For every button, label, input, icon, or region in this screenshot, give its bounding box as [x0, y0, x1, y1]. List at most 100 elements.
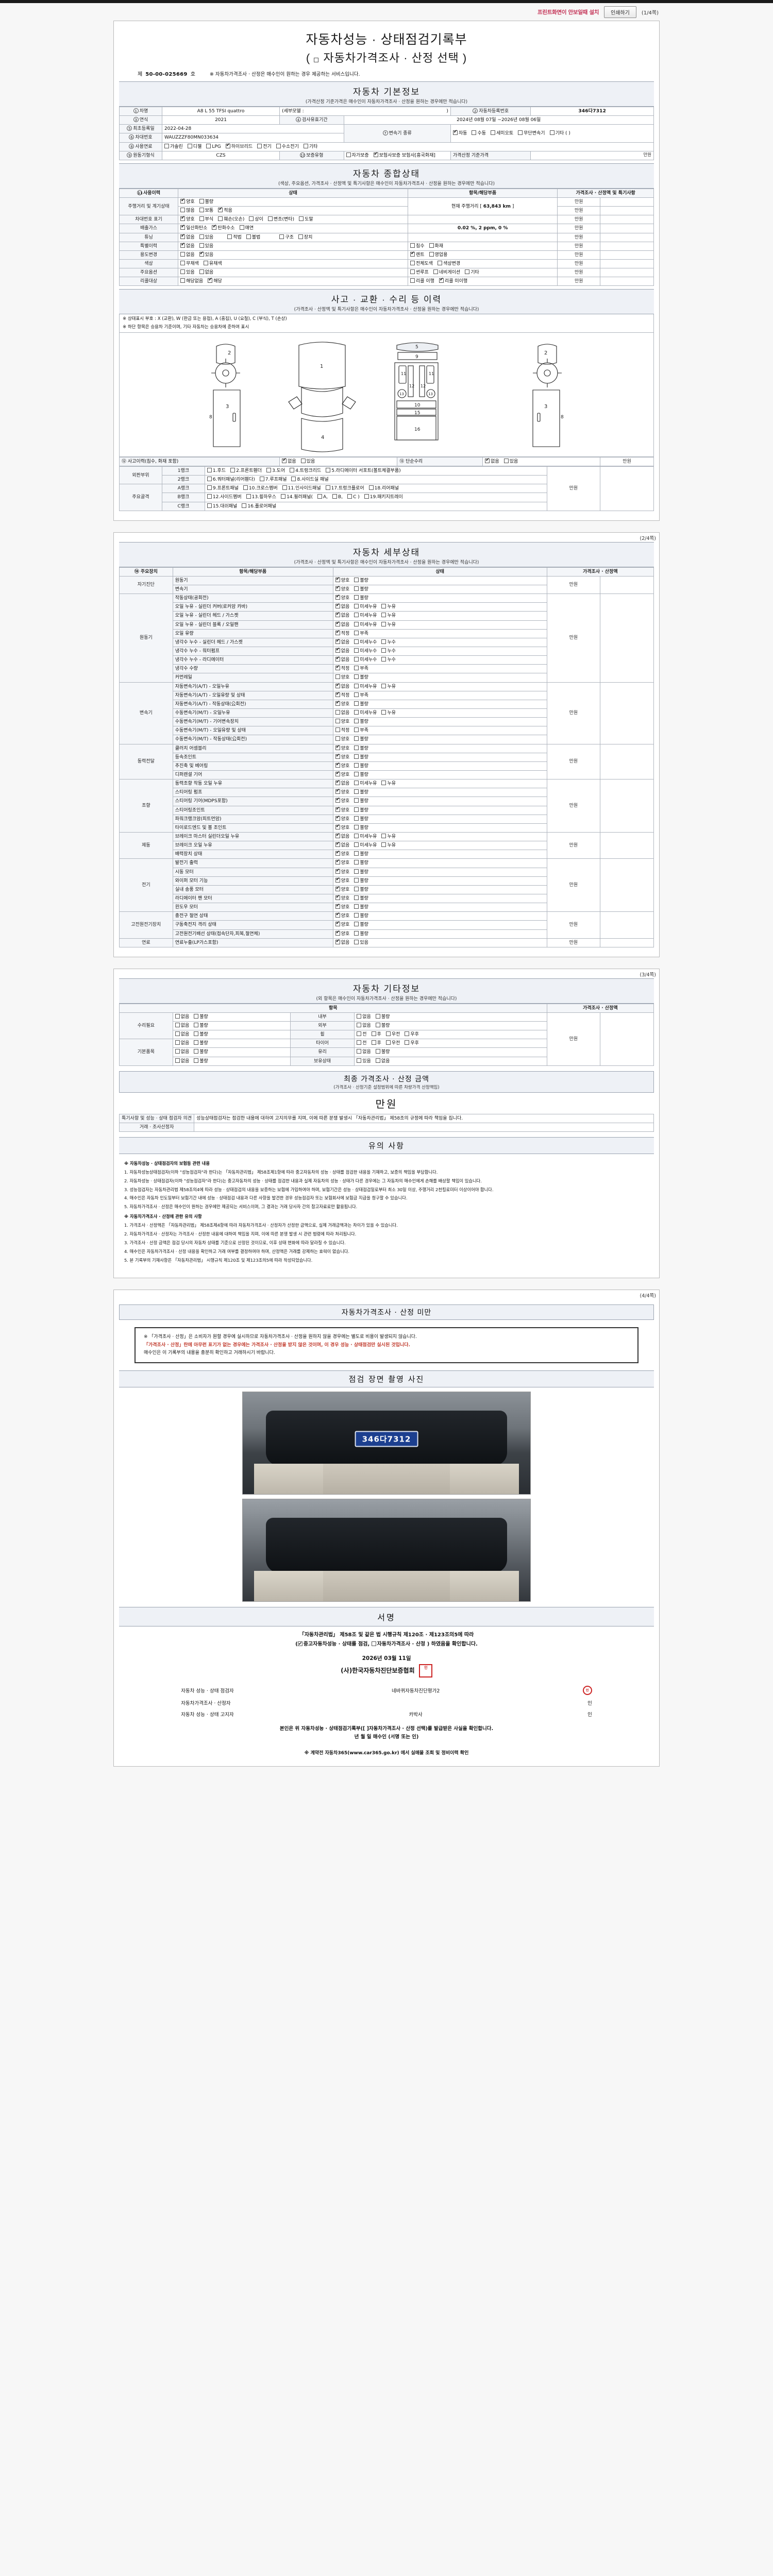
checkbox[interactable]: [354, 701, 359, 706]
checkbox[interactable]: [279, 234, 284, 239]
checkbox[interactable]: [206, 143, 211, 148]
state-option[interactable]: 적정: [335, 664, 349, 672]
checkbox[interactable]: [335, 576, 340, 582]
checkbox[interactable]: [335, 929, 340, 936]
state-option[interactable]: 구조: [279, 234, 294, 241]
checkbox[interactable]: [194, 1031, 199, 1037]
checkbox[interactable]: [335, 779, 340, 785]
other-left-option[interactable]: 없음: [175, 1049, 189, 1055]
state-option[interactable]: 있음: [180, 269, 195, 276]
part-option[interactable]: 15.대쉬패널: [207, 503, 237, 510]
checkbox[interactable]: [381, 639, 386, 644]
checkbox[interactable]: [503, 458, 509, 463]
warranty-option[interactable]: 보험사보증 보험사[흥국화재]: [373, 151, 435, 159]
other-mid-option[interactable]: 있음: [357, 1058, 371, 1064]
state-option[interactable]: 양호: [335, 719, 349, 725]
checkbox[interactable]: [354, 939, 359, 944]
checkbox[interactable]: [354, 577, 359, 582]
checkbox[interactable]: [335, 894, 340, 900]
transmission-option[interactable]: 세미오토: [491, 130, 513, 137]
checkbox[interactable]: [354, 745, 359, 750]
part-option[interactable]: 5.라디에이터 서포트(볼트체결부품): [326, 468, 401, 474]
other-mid-option[interactable]: 불량: [375, 1023, 390, 1029]
row-price-value[interactable]: [600, 259, 654, 269]
checkbox[interactable]: [465, 269, 470, 275]
row-price-value[interactable]: [600, 206, 654, 216]
checkbox[interactable]: [485, 457, 490, 463]
checkbox[interactable]: [246, 234, 251, 239]
checkbox[interactable]: [335, 602, 340, 608]
checkbox[interactable]: [194, 1058, 199, 1063]
item-option[interactable]: 영업용: [429, 251, 447, 258]
row-price-value[interactable]: [600, 277, 654, 286]
state-option[interactable]: 미세누유: [354, 833, 377, 840]
state-option[interactable]: 없음: [335, 938, 349, 946]
state-option[interactable]: 양호: [335, 788, 349, 795]
other-left-option[interactable]: 불량: [194, 1058, 208, 1064]
checkbox[interactable]: [207, 494, 212, 499]
other-mid-option[interactable]: 불량: [375, 1049, 390, 1055]
state-option[interactable]: 적정: [335, 629, 349, 637]
checkbox[interactable]: [375, 1049, 380, 1054]
state-option[interactable]: 양호: [335, 858, 349, 866]
state-option[interactable]: 양호: [335, 761, 349, 769]
part-option[interactable]: 16.플로어패널: [242, 503, 276, 510]
checkbox[interactable]: [208, 277, 213, 283]
checkbox[interactable]: [371, 1031, 376, 1037]
checkbox[interactable]: [354, 807, 359, 812]
other-left-option[interactable]: 불량: [194, 1023, 208, 1029]
part-option[interactable]: 2.프론트휀더: [230, 468, 262, 474]
state-option[interactable]: 불량: [354, 577, 368, 584]
state-option[interactable]: 부식: [199, 216, 213, 223]
checkbox[interactable]: [326, 468, 331, 473]
state-option[interactable]: 부족: [354, 630, 368, 637]
warranty-option[interactable]: 자가보증: [346, 152, 369, 159]
state-option[interactable]: 누수: [381, 657, 396, 663]
fuel-option[interactable]: LPG: [206, 143, 221, 150]
checkbox[interactable]: [187, 143, 192, 148]
checkbox[interactable]: [491, 130, 496, 135]
checkbox[interactable]: [335, 841, 340, 847]
checkbox[interactable]: [335, 920, 340, 926]
state-option[interactable]: 양호: [335, 920, 349, 928]
checkbox[interactable]: [452, 129, 458, 135]
fuel-option[interactable]: 가솔린: [164, 143, 183, 150]
part-option[interactable]: 3.도어: [266, 468, 285, 474]
checkbox[interactable]: [375, 1023, 380, 1028]
checkbox[interactable]: [175, 1013, 180, 1019]
checkbox[interactable]: [212, 224, 217, 230]
checkbox[interactable]: [368, 485, 374, 490]
checkbox[interactable]: [335, 788, 340, 794]
state-option[interactable]: 누유: [381, 781, 396, 787]
state-option[interactable]: 불량: [354, 719, 368, 725]
checkbox[interactable]: [259, 477, 264, 482]
checkbox[interactable]: [354, 886, 359, 891]
checkbox[interactable]: [249, 216, 254, 222]
device-price-value[interactable]: [600, 938, 654, 947]
checkbox[interactable]: [199, 250, 204, 257]
print-button[interactable]: 인쇄하기: [604, 6, 636, 18]
other-mid-option[interactable]: 전: [357, 1031, 367, 1038]
checkbox[interactable]: [354, 860, 359, 865]
state-option[interactable]: 양호: [180, 215, 195, 223]
state-option[interactable]: 매연: [239, 225, 254, 231]
state-option[interactable]: 불량: [354, 851, 368, 857]
checkbox[interactable]: [335, 761, 340, 768]
state-option[interactable]: 불량: [354, 904, 368, 910]
state-option[interactable]: 양호: [335, 806, 349, 814]
other-mid-option[interactable]: 없음: [357, 1049, 371, 1055]
checkbox[interactable]: [371, 1040, 376, 1045]
state-option[interactable]: 누유: [381, 833, 396, 840]
checkbox[interactable]: [335, 647, 340, 653]
checkbox[interactable]: [335, 594, 340, 600]
state-option[interactable]: 양호: [335, 815, 349, 822]
state-option[interactable]: 불량: [354, 595, 368, 601]
checkbox[interactable]: [381, 604, 386, 609]
device-price-value[interactable]: [600, 575, 654, 595]
checkbox[interactable]: [303, 143, 308, 148]
row-price-value[interactable]: [600, 241, 654, 251]
state-option[interactable]: 부족: [354, 727, 368, 734]
state-option[interactable]: 없음: [335, 620, 349, 628]
checkbox[interactable]: [385, 1040, 391, 1045]
checkbox[interactable]: [335, 796, 340, 803]
